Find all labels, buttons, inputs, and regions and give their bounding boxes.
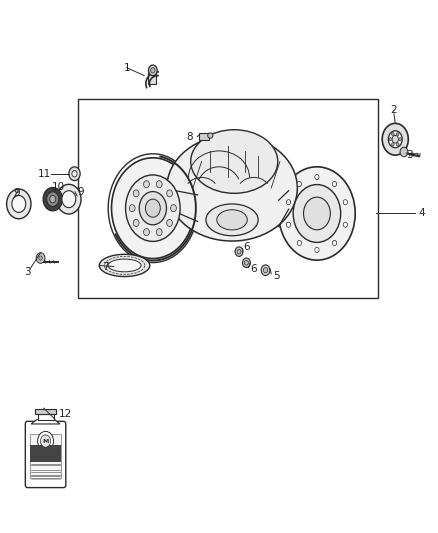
Circle shape [279, 167, 355, 260]
Text: 7: 7 [102, 262, 109, 271]
Circle shape [263, 268, 268, 273]
Circle shape [389, 138, 392, 141]
Circle shape [382, 123, 408, 155]
Ellipse shape [191, 130, 278, 193]
Text: 12: 12 [59, 409, 72, 419]
Text: 10: 10 [51, 182, 64, 192]
Text: 9: 9 [77, 187, 84, 197]
Circle shape [133, 220, 139, 227]
Polygon shape [176, 191, 198, 221]
FancyBboxPatch shape [25, 421, 66, 488]
Circle shape [156, 229, 162, 236]
Circle shape [62, 191, 76, 208]
Circle shape [167, 190, 173, 197]
Text: 6: 6 [244, 243, 250, 253]
Ellipse shape [206, 204, 258, 236]
Circle shape [156, 181, 162, 188]
Circle shape [36, 253, 45, 263]
Circle shape [286, 222, 291, 227]
Circle shape [12, 196, 26, 213]
Circle shape [237, 249, 241, 254]
Circle shape [400, 147, 408, 157]
Bar [148, 70, 156, 84]
Circle shape [244, 261, 248, 265]
Circle shape [47, 192, 59, 207]
Circle shape [315, 174, 319, 180]
Circle shape [332, 240, 336, 246]
Circle shape [243, 258, 251, 268]
Circle shape [343, 200, 347, 205]
Circle shape [144, 229, 149, 236]
Polygon shape [31, 419, 60, 424]
Text: 9: 9 [13, 188, 20, 198]
Circle shape [126, 175, 180, 241]
Circle shape [39, 256, 42, 260]
Circle shape [112, 158, 194, 259]
Circle shape [286, 200, 291, 205]
Text: M: M [42, 439, 49, 443]
Text: 8: 8 [186, 132, 193, 142]
Text: 11: 11 [38, 169, 52, 179]
Circle shape [139, 191, 166, 225]
Circle shape [171, 205, 177, 212]
Circle shape [399, 138, 402, 141]
Circle shape [40, 435, 51, 447]
Circle shape [43, 188, 62, 211]
Circle shape [57, 184, 81, 214]
Circle shape [72, 171, 77, 177]
Circle shape [235, 247, 243, 256]
Circle shape [392, 135, 399, 143]
Ellipse shape [208, 133, 213, 138]
Circle shape [392, 133, 394, 136]
Circle shape [293, 184, 341, 243]
Circle shape [38, 431, 53, 451]
Bar [30, 434, 61, 478]
Circle shape [144, 181, 149, 188]
Circle shape [167, 220, 173, 227]
Circle shape [389, 131, 402, 148]
Text: 3: 3 [406, 150, 413, 160]
Bar [199, 133, 208, 140]
Text: 5: 5 [273, 271, 280, 280]
Bar [35, 409, 56, 414]
Bar [78, 100, 378, 298]
Text: 6: 6 [251, 264, 257, 273]
Circle shape [145, 199, 160, 217]
Circle shape [261, 265, 270, 276]
Text: 1: 1 [124, 63, 130, 72]
Ellipse shape [99, 254, 150, 277]
Circle shape [133, 190, 139, 197]
Text: 4: 4 [418, 208, 425, 219]
Circle shape [315, 247, 319, 253]
Circle shape [49, 196, 56, 203]
Bar [38, 414, 53, 419]
Circle shape [148, 65, 157, 76]
Circle shape [343, 222, 347, 227]
Circle shape [297, 181, 301, 187]
Circle shape [392, 143, 394, 146]
Circle shape [297, 240, 301, 246]
Text: 2: 2 [391, 105, 397, 115]
Ellipse shape [217, 210, 247, 230]
Circle shape [151, 68, 155, 73]
Circle shape [129, 205, 135, 212]
Circle shape [7, 189, 31, 219]
Ellipse shape [108, 259, 141, 272]
Circle shape [396, 143, 399, 146]
Circle shape [396, 133, 399, 136]
Circle shape [304, 197, 330, 230]
Ellipse shape [167, 135, 297, 241]
Bar [30, 445, 61, 462]
Text: 3: 3 [24, 267, 31, 277]
Circle shape [332, 181, 336, 187]
Circle shape [69, 167, 80, 181]
